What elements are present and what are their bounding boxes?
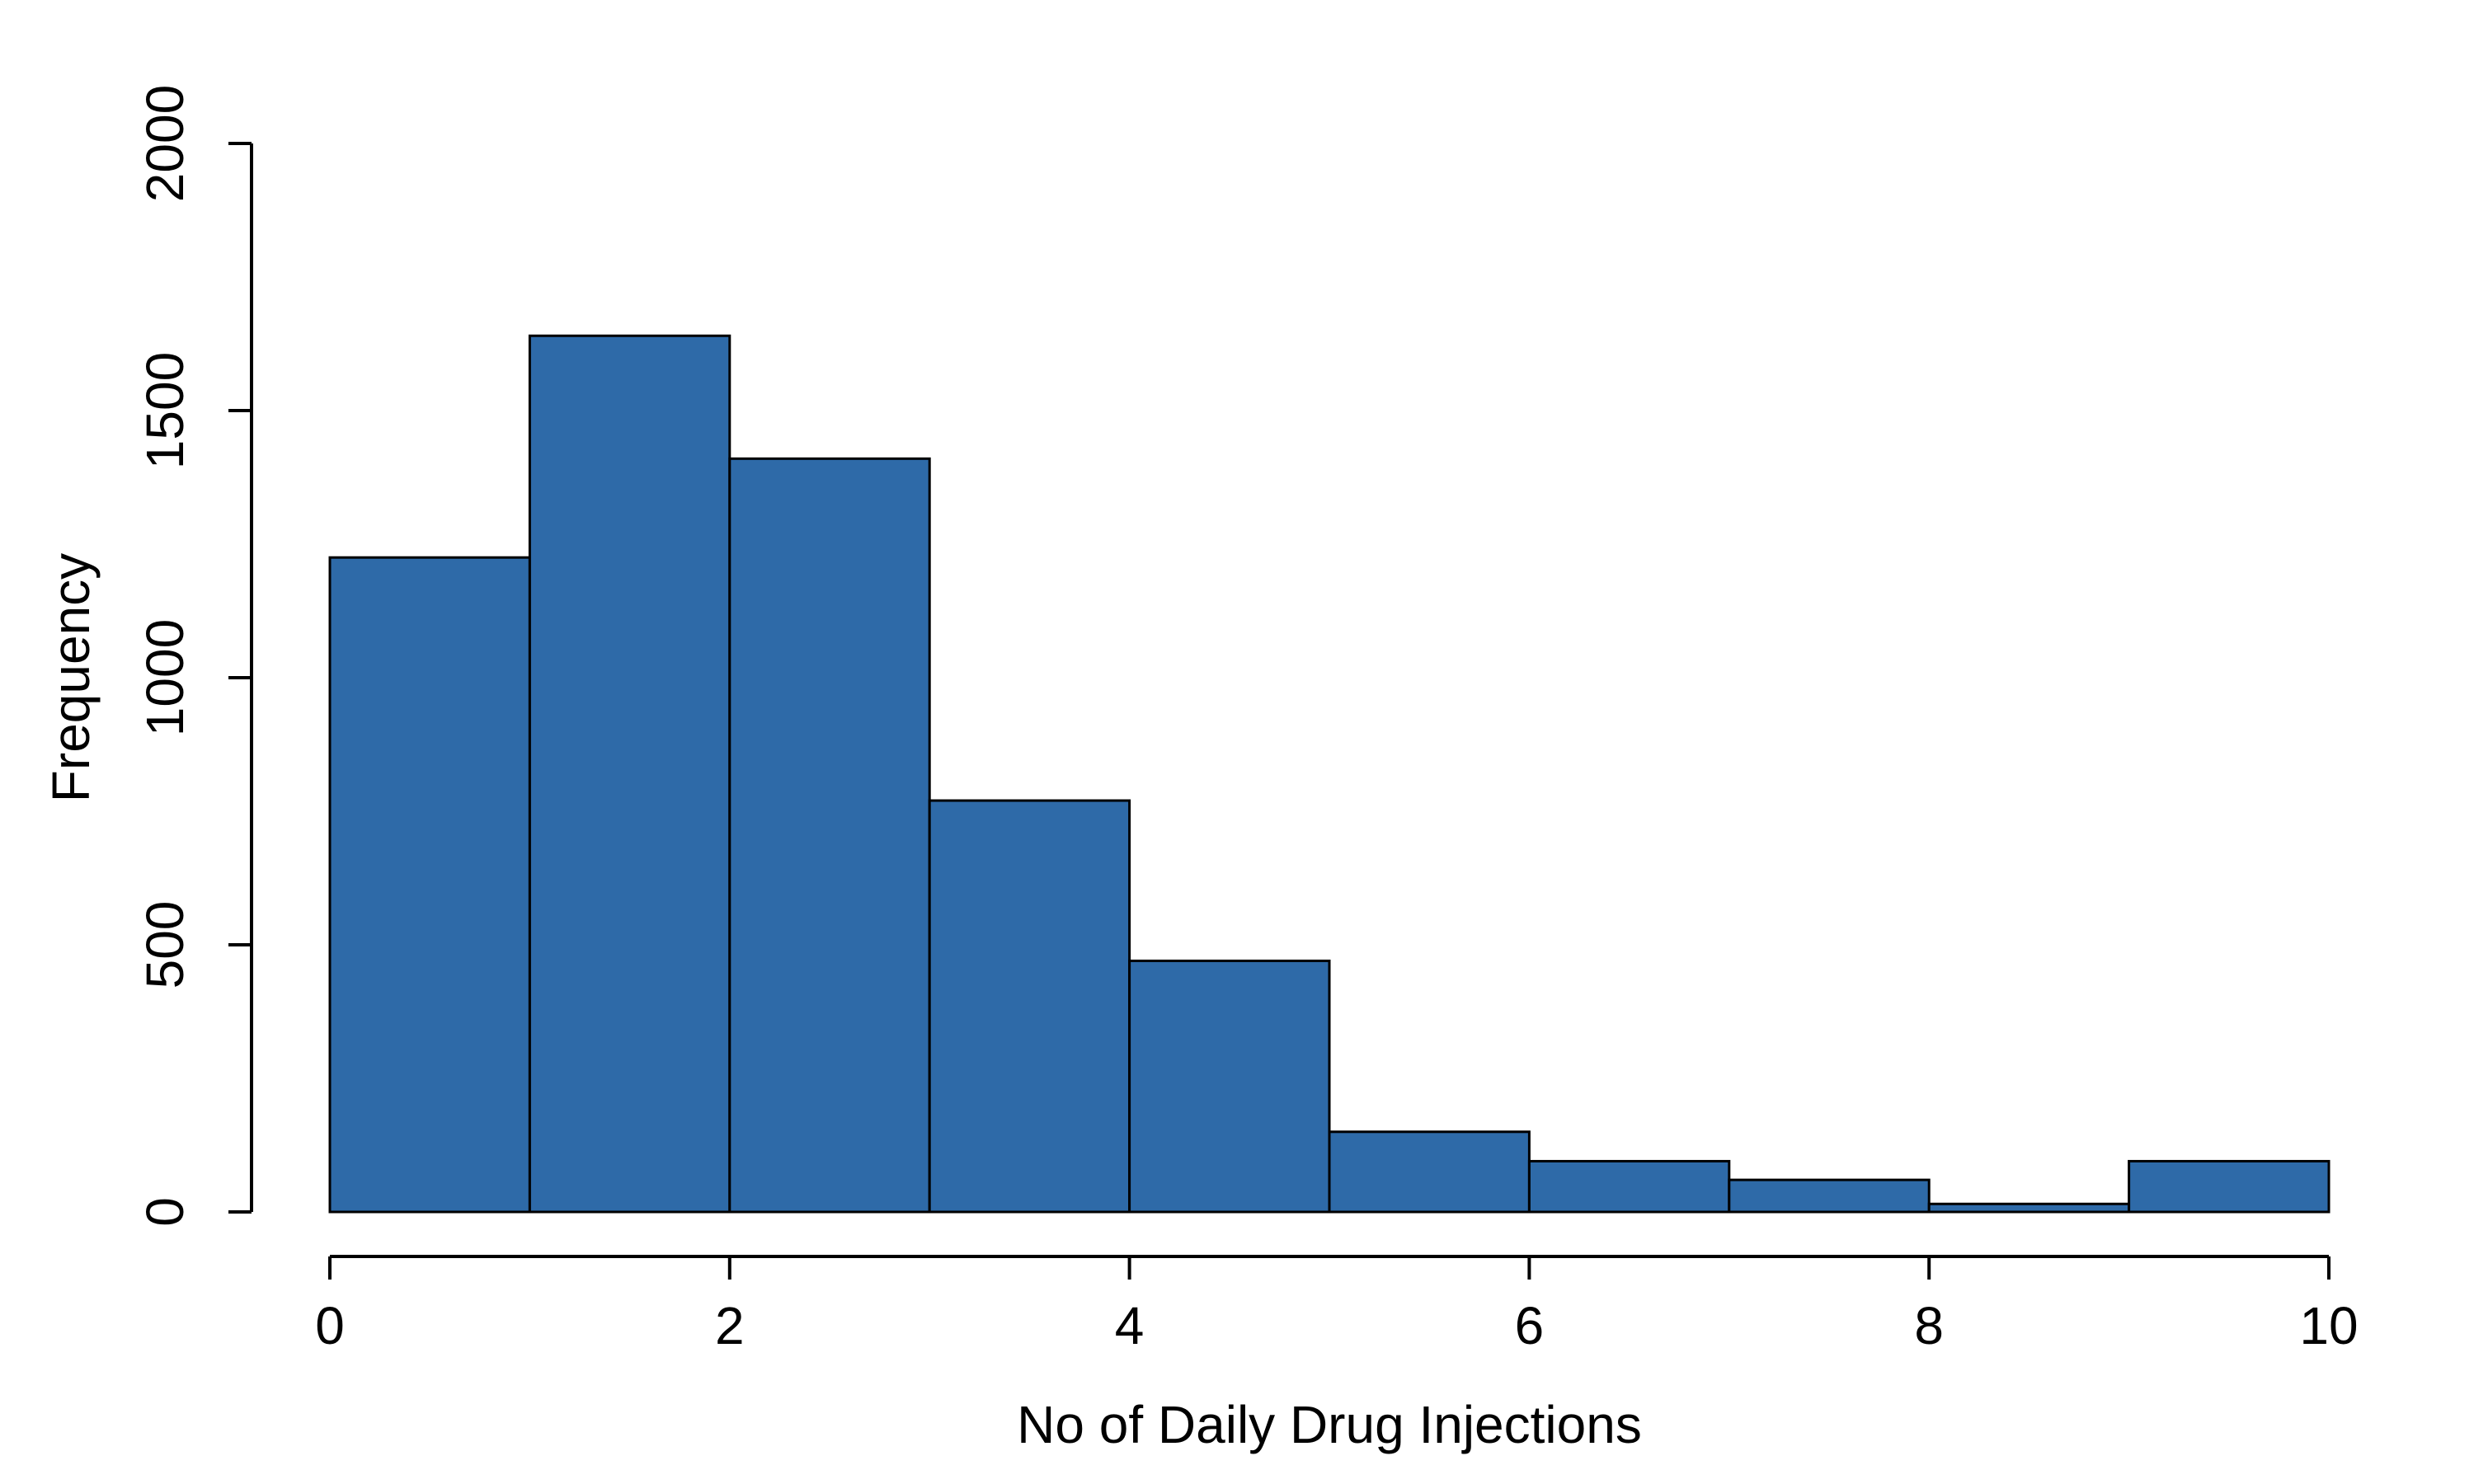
histogram-bar: [1927, 1202, 2131, 1214]
histogram-bar: [1728, 1178, 1931, 1214]
histogram-bar: [1328, 1130, 1531, 1214]
x-tick-label: 2: [715, 1296, 745, 1355]
histogram-bar: [928, 799, 1131, 1214]
y-tick-label: 0: [135, 1197, 195, 1227]
histogram-bar: [1527, 1159, 1731, 1214]
histogram-bar: [328, 556, 531, 1214]
y-tick-label: 1000: [135, 619, 195, 736]
x-tick-label: 10: [2299, 1296, 2358, 1355]
x-axis-title: No of Daily Drug Injections: [1017, 1395, 1642, 1454]
histogram-bar: [528, 334, 731, 1214]
x-tick-label: 4: [1115, 1296, 1145, 1355]
y-tick-label: 1500: [135, 352, 195, 469]
x-tick-label: 6: [1515, 1296, 1545, 1355]
histogram-bar: [728, 457, 931, 1214]
x-axis: 0 2 4 6 8 10: [315, 1255, 2359, 1355]
bars-group: [328, 334, 2331, 1214]
y-tick-label: 2000: [135, 85, 195, 202]
histogram-bar: [2128, 1159, 2331, 1214]
y-axis-title: Frequency: [41, 553, 101, 802]
y-tick-label: 500: [135, 901, 195, 989]
x-tick-label: 0: [315, 1296, 345, 1355]
x-tick-label: 8: [1914, 1296, 1944, 1355]
histogram-bar: [1128, 959, 1331, 1214]
y-axis: 0 500 1000 1500 2000: [135, 85, 253, 1227]
